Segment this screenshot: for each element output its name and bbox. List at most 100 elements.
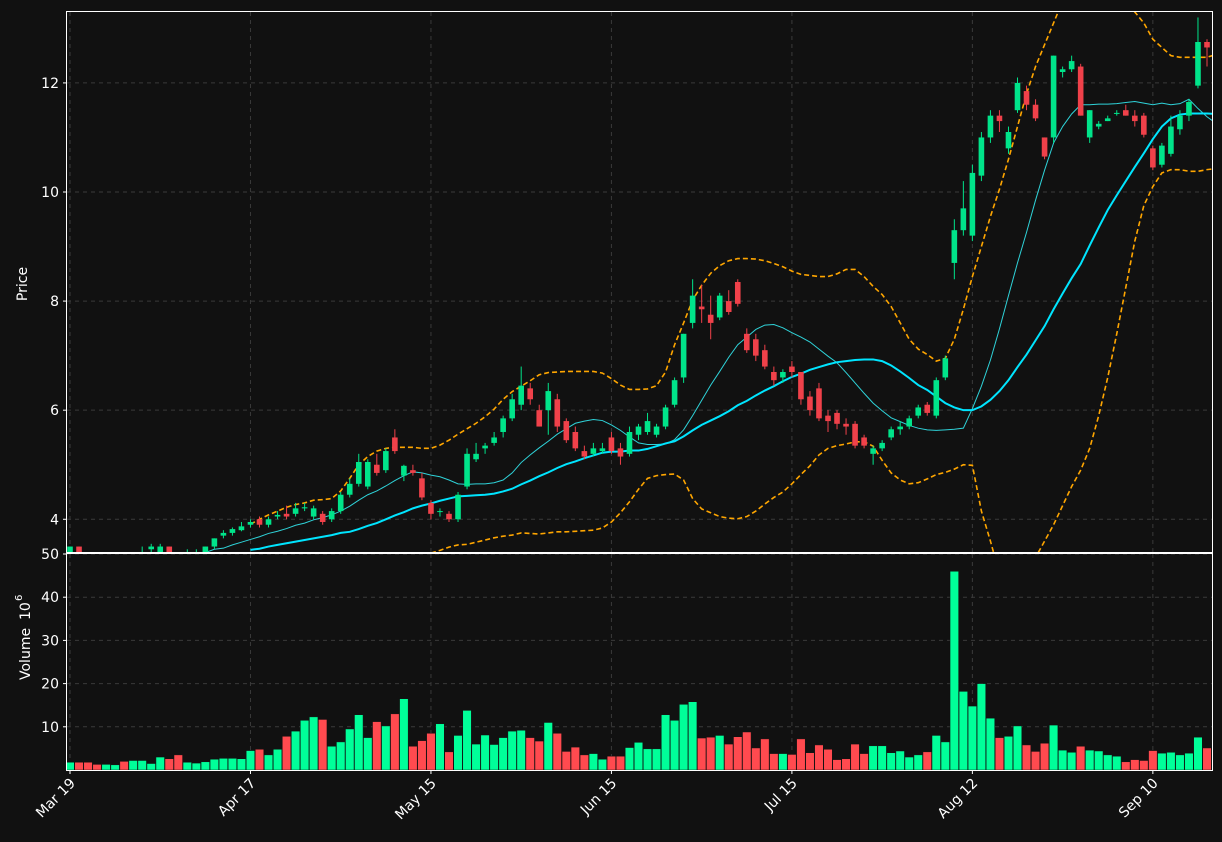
volume-bar bbox=[1076, 745, 1086, 771]
candle-body bbox=[698, 306, 705, 310]
volume-bar bbox=[733, 736, 743, 771]
volume-bar bbox=[83, 761, 93, 771]
candle bbox=[626, 426, 633, 457]
volume-bar bbox=[1049, 724, 1059, 771]
candle bbox=[599, 442, 606, 454]
candle bbox=[689, 279, 696, 329]
candle-body bbox=[888, 429, 894, 438]
volume-bar bbox=[679, 704, 689, 771]
volume-bar bbox=[1058, 749, 1068, 771]
volume-bar bbox=[579, 754, 589, 771]
candle-body bbox=[157, 546, 164, 552]
candle bbox=[608, 432, 615, 454]
candle bbox=[834, 410, 840, 430]
candle-body bbox=[635, 426, 642, 435]
candle-body bbox=[76, 546, 82, 552]
candle bbox=[1041, 137, 1048, 160]
candle-body bbox=[987, 115, 994, 138]
volume-bar bbox=[652, 748, 662, 771]
candle bbox=[807, 391, 813, 416]
volume-bar bbox=[958, 691, 968, 771]
candle bbox=[364, 459, 371, 490]
candle bbox=[428, 500, 434, 520]
candle-body bbox=[1050, 55, 1057, 138]
candle-body bbox=[707, 314, 714, 323]
candle bbox=[374, 453, 380, 476]
candle bbox=[1032, 99, 1039, 122]
volume-bar bbox=[1139, 760, 1149, 771]
candle bbox=[238, 522, 245, 532]
volume-bar bbox=[850, 743, 860, 771]
candle-body bbox=[807, 396, 813, 411]
candle bbox=[67, 546, 73, 552]
volume-bar bbox=[823, 749, 833, 771]
volume-bar bbox=[769, 753, 779, 771]
price-tick-label: 10 bbox=[41, 185, 59, 201]
candle bbox=[455, 492, 461, 522]
candle bbox=[852, 421, 858, 449]
candle-body bbox=[771, 372, 777, 381]
candle-body bbox=[500, 418, 506, 432]
volume-bar bbox=[444, 751, 454, 771]
candle bbox=[473, 442, 479, 462]
volume-bar bbox=[877, 745, 887, 771]
candle bbox=[698, 284, 705, 323]
volume-bar bbox=[372, 721, 382, 771]
candle bbox=[148, 543, 155, 552]
volume-bar bbox=[489, 744, 499, 771]
volume-bar bbox=[399, 698, 409, 771]
candle bbox=[437, 508, 443, 517]
volume-bar bbox=[886, 752, 896, 771]
volume-bar bbox=[1193, 736, 1203, 771]
candle bbox=[680, 333, 687, 383]
candle-body bbox=[310, 508, 317, 517]
candle-body bbox=[464, 453, 470, 487]
volume-bar bbox=[814, 744, 824, 771]
volume-bar bbox=[282, 736, 292, 771]
volume-bar bbox=[254, 749, 265, 771]
candle bbox=[1195, 17, 1201, 89]
volume-bar bbox=[408, 745, 418, 771]
candle bbox=[987, 110, 994, 143]
volume-axis-label: Volume bbox=[18, 628, 34, 680]
candle bbox=[951, 219, 958, 280]
candle-body bbox=[536, 410, 543, 427]
candle bbox=[581, 445, 588, 460]
candle-body bbox=[924, 404, 931, 413]
volume-bar bbox=[200, 761, 210, 771]
volume-bar bbox=[931, 735, 941, 771]
candle-body bbox=[1104, 118, 1111, 122]
volume-bar bbox=[1148, 750, 1158, 771]
candle-body bbox=[247, 522, 254, 525]
candle-body bbox=[67, 546, 73, 552]
candle-body bbox=[401, 465, 407, 476]
volume-bar bbox=[119, 761, 129, 771]
candle bbox=[1141, 112, 1147, 138]
candle bbox=[825, 410, 831, 432]
candle-body bbox=[852, 423, 858, 446]
candles bbox=[67, 17, 1210, 552]
volume-bar bbox=[1175, 754, 1185, 771]
volume-bar bbox=[913, 754, 923, 771]
candle bbox=[301, 502, 308, 512]
candle-body bbox=[933, 380, 940, 416]
candle-body bbox=[437, 511, 443, 513]
volume-tick-label: 40 bbox=[41, 590, 59, 606]
candle bbox=[870, 445, 876, 465]
candle bbox=[653, 423, 660, 438]
candle bbox=[554, 393, 561, 432]
volume-bar bbox=[904, 756, 914, 771]
volume-bar bbox=[318, 719, 328, 771]
volume-bar bbox=[191, 762, 201, 771]
volume-bar bbox=[435, 723, 445, 771]
volume-bar bbox=[390, 713, 400, 771]
candle bbox=[482, 442, 488, 454]
candle-body bbox=[861, 437, 867, 446]
candle bbox=[1095, 121, 1102, 130]
price-plot-area bbox=[67, 12, 1212, 552]
volume-panel-frame bbox=[66, 553, 1213, 771]
volume-bar bbox=[381, 725, 391, 771]
volume-tick-label: 10 bbox=[41, 720, 59, 736]
candle-body bbox=[843, 423, 849, 427]
candle bbox=[446, 511, 452, 522]
